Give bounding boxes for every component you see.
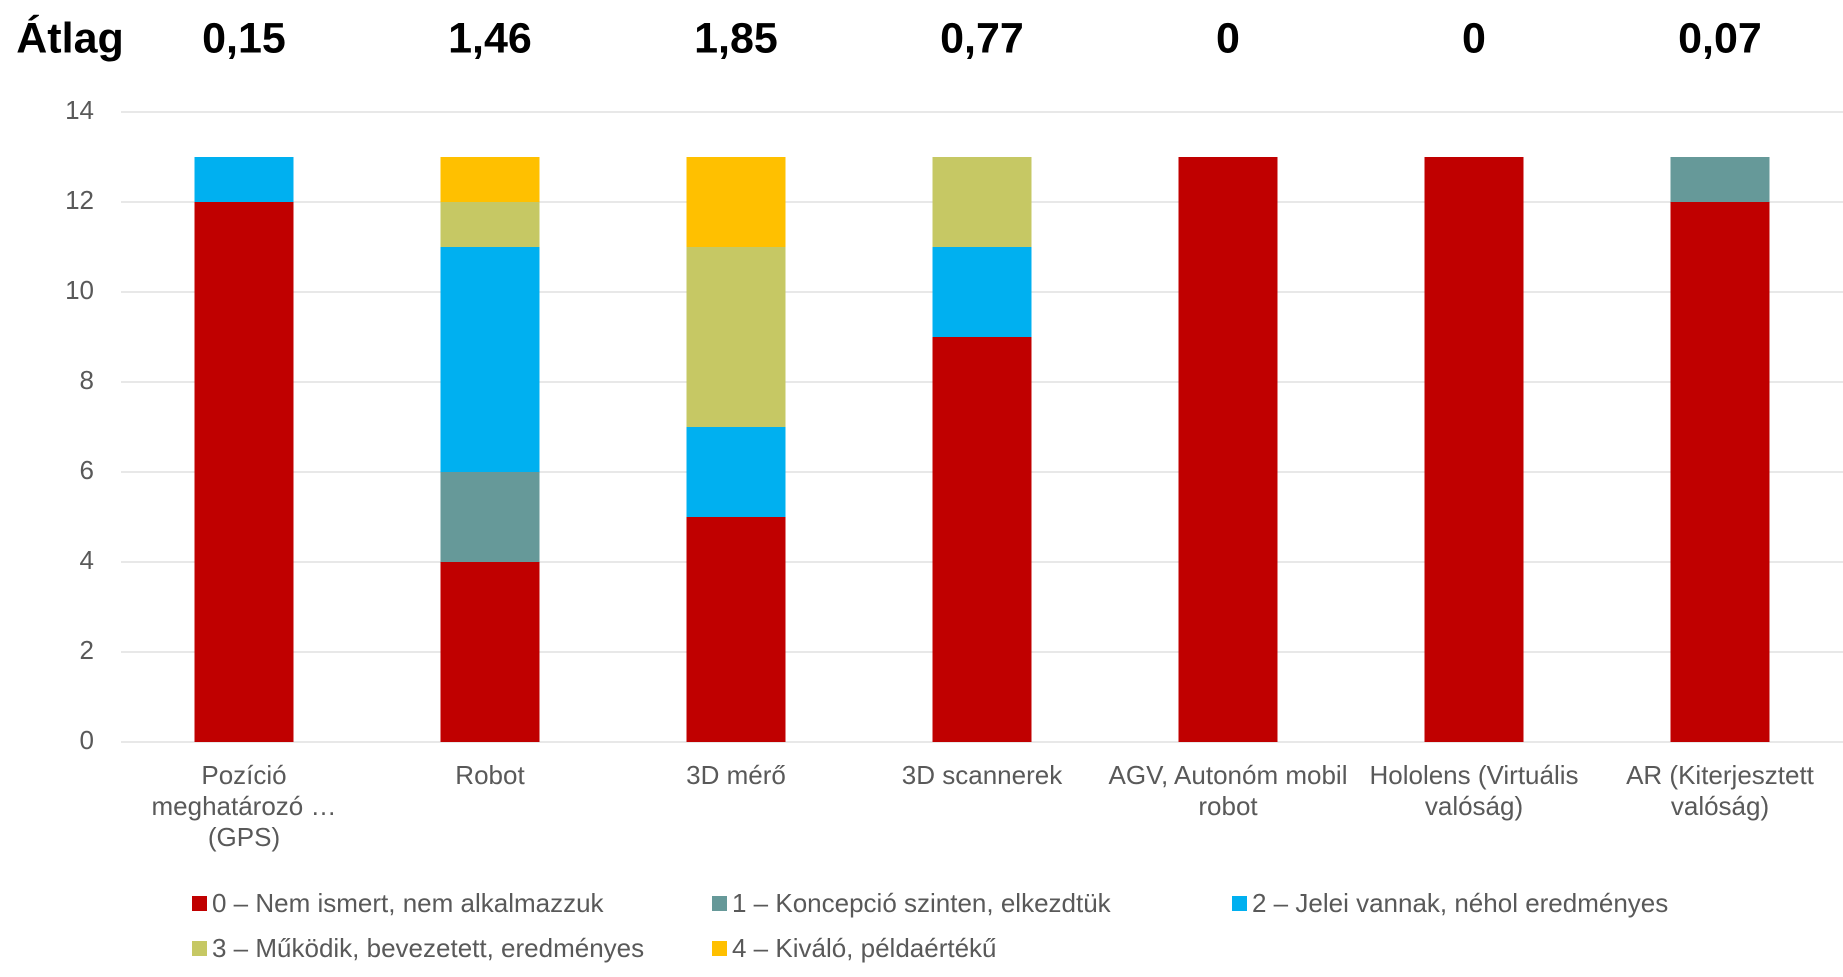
legend-swatch	[192, 941, 207, 956]
y-tick-label: 14	[65, 95, 94, 125]
x-tick-label: AGV, Autonóm mobil robot	[1108, 760, 1348, 821]
annotation-value: 1,85	[694, 14, 778, 62]
legend-label: 1 – Koncepció szinten, elkezdtük	[732, 888, 1111, 918]
bar-segment	[440, 202, 540, 247]
bar-segment	[440, 157, 540, 202]
bar-segment	[1670, 157, 1770, 202]
bar-segment	[686, 427, 786, 517]
legend-label: 2 – Jelei vannak, néhol eredményes	[1252, 888, 1669, 918]
legend-swatch	[712, 896, 727, 911]
x-tick-label: AR (Kiterjesztett valóság)	[1626, 760, 1814, 821]
bar-segment	[932, 337, 1032, 742]
annotation-value: 0,07	[1678, 14, 1762, 62]
y-tick-label: 2	[80, 635, 94, 665]
y-tick-label: 6	[80, 455, 94, 485]
y-tick-label: 12	[65, 185, 94, 215]
bar-segment	[932, 157, 1032, 247]
annotation-value: 0	[1216, 14, 1240, 62]
bar-segment	[686, 517, 786, 742]
annotation-value: 0	[1462, 14, 1486, 62]
bar-segment	[194, 157, 294, 202]
annotation-value: 0,77	[940, 14, 1024, 62]
y-tick-label: 10	[65, 275, 94, 305]
legend-item: 1 – Koncepció szinten, elkezdtük	[712, 888, 1232, 919]
y-tick-label: 4	[80, 545, 94, 575]
bar-segment	[440, 472, 540, 562]
legend-label: 4 – Kiváló, példaértékű	[732, 933, 997, 963]
y-tick-label: 8	[80, 365, 94, 395]
legend-item: 3 – Működik, bevezetett, eredményes	[192, 933, 712, 964]
bar-segment	[440, 562, 540, 742]
bar-segment	[440, 247, 540, 472]
legend: 0 – Nem ismert, nem alkalmazzuk 1 – Konce…	[192, 888, 1792, 964]
x-tick-label: 3D mérő	[686, 760, 786, 790]
bar-segment	[686, 247, 786, 427]
annotation-label: Átlag	[16, 14, 124, 62]
legend-swatch	[192, 896, 207, 911]
legend-label: 3 – Működik, bevezetett, eredményes	[212, 933, 645, 963]
x-tick-label: Hololens (Virtuális valóság)	[1369, 760, 1579, 821]
x-tick-label: Pozíció meghatározó … (GPS)	[151, 760, 337, 852]
legend-item: 0 – Nem ismert, nem alkalmazzuk	[192, 888, 712, 919]
bar-segment	[1424, 157, 1524, 742]
bar-segment	[686, 157, 786, 247]
legend-swatch	[1232, 896, 1247, 911]
annotation-value: 0,15	[202, 14, 286, 62]
legend-swatch	[712, 941, 727, 956]
annotation-value: 1,46	[448, 14, 532, 62]
y-tick-label: 0	[80, 725, 94, 755]
legend-item: 2 – Jelei vannak, néhol eredményes	[1232, 888, 1792, 919]
x-tick-label: 3D scannerek	[901, 760, 1063, 790]
legend-item: 4 – Kiváló, példaértékű	[712, 933, 1232, 964]
bar-segment	[194, 202, 294, 742]
bar-segment	[1178, 157, 1278, 742]
bar-segment	[932, 247, 1032, 337]
legend-label: 0 – Nem ismert, nem alkalmazzuk	[212, 888, 604, 918]
x-tick-label: Robot	[455, 760, 525, 790]
bar-segment	[1670, 202, 1770, 742]
